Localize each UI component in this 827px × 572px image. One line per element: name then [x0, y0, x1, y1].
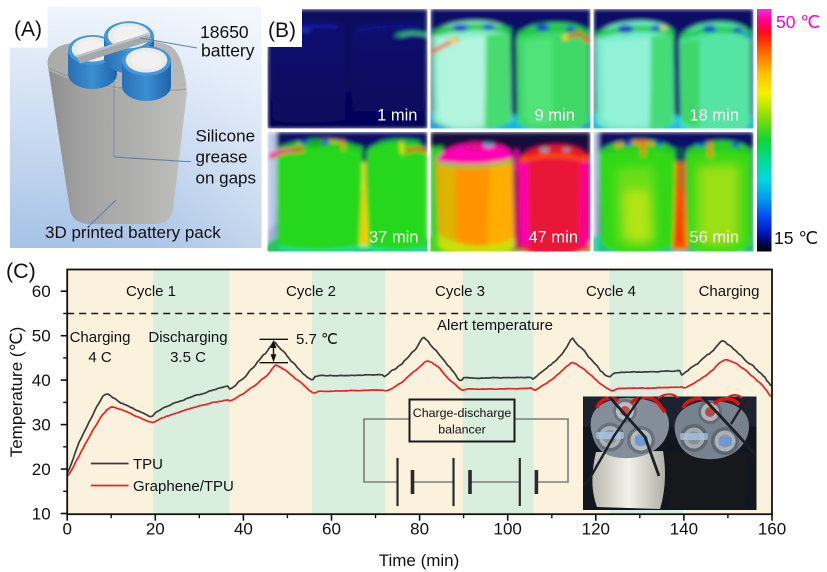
- svg-text:0: 0: [62, 520, 71, 539]
- svg-text:(C): (C): [6, 259, 36, 283]
- svg-text:Temperature (℃): Temperature (℃): [7, 327, 26, 458]
- svg-text:Cycle 4: Cycle 4: [586, 283, 636, 300]
- svg-text:Cycle 2: Cycle 2: [286, 283, 336, 300]
- svg-text:37 min: 37 min: [369, 229, 419, 247]
- svg-text:grease: grease: [196, 148, 248, 167]
- svg-text:(B): (B): [268, 19, 296, 42]
- svg-text:20: 20: [32, 460, 51, 479]
- svg-text:Charge-discharge: Charge-discharge: [413, 406, 512, 420]
- svg-text:balancer: balancer: [438, 423, 486, 437]
- svg-text:50: 50: [32, 327, 51, 346]
- svg-text:on gaps: on gaps: [196, 169, 257, 188]
- svg-text:4 C: 4 C: [88, 349, 112, 366]
- svg-text:160: 160: [758, 520, 786, 539]
- svg-text:1 min: 1 min: [377, 107, 417, 125]
- svg-text:Cycle 1: Cycle 1: [126, 283, 176, 300]
- svg-text:Discharging: Discharging: [148, 329, 227, 346]
- svg-text:15 ℃: 15 ℃: [774, 228, 818, 248]
- svg-text:47 min: 47 min: [528, 229, 578, 247]
- svg-text:40: 40: [234, 520, 253, 539]
- svg-text:3.5 C: 3.5 C: [170, 349, 206, 366]
- svg-text:Alert temperature: Alert temperature: [437, 317, 553, 334]
- svg-text:18650: 18650: [200, 22, 249, 42]
- svg-text:40: 40: [32, 371, 51, 390]
- svg-text:60: 60: [32, 282, 51, 301]
- svg-text:56 min: 56 min: [689, 229, 739, 247]
- svg-text:30: 30: [32, 416, 51, 435]
- svg-text:5.7 ℃: 5.7 ℃: [296, 331, 338, 348]
- svg-text:10: 10: [32, 505, 51, 524]
- svg-text:Charging: Charging: [70, 329, 131, 346]
- svg-text:Time (min): Time (min): [379, 551, 460, 570]
- svg-text:3D printed battery pack: 3D printed battery pack: [45, 223, 221, 242]
- svg-text:9 min: 9 min: [535, 107, 575, 125]
- svg-text:80: 80: [410, 520, 429, 539]
- svg-text:TPU: TPU: [133, 456, 163, 473]
- svg-text:Cycle 3: Cycle 3: [435, 283, 485, 300]
- svg-text:60: 60: [322, 520, 341, 539]
- svg-text:18 min: 18 min: [689, 107, 739, 125]
- svg-text:Charging: Charging: [699, 283, 760, 300]
- svg-text:Silicone: Silicone: [196, 127, 256, 146]
- svg-text:120: 120: [582, 520, 610, 539]
- svg-text:(A): (A): [14, 18, 42, 41]
- svg-text:Graphene/TPU: Graphene/TPU: [133, 478, 234, 495]
- svg-text:battery: battery: [201, 41, 255, 61]
- svg-text:20: 20: [146, 520, 165, 539]
- svg-text:140: 140: [670, 520, 698, 539]
- svg-text:50 ℃: 50 ℃: [776, 12, 820, 32]
- svg-text:100: 100: [494, 520, 522, 539]
